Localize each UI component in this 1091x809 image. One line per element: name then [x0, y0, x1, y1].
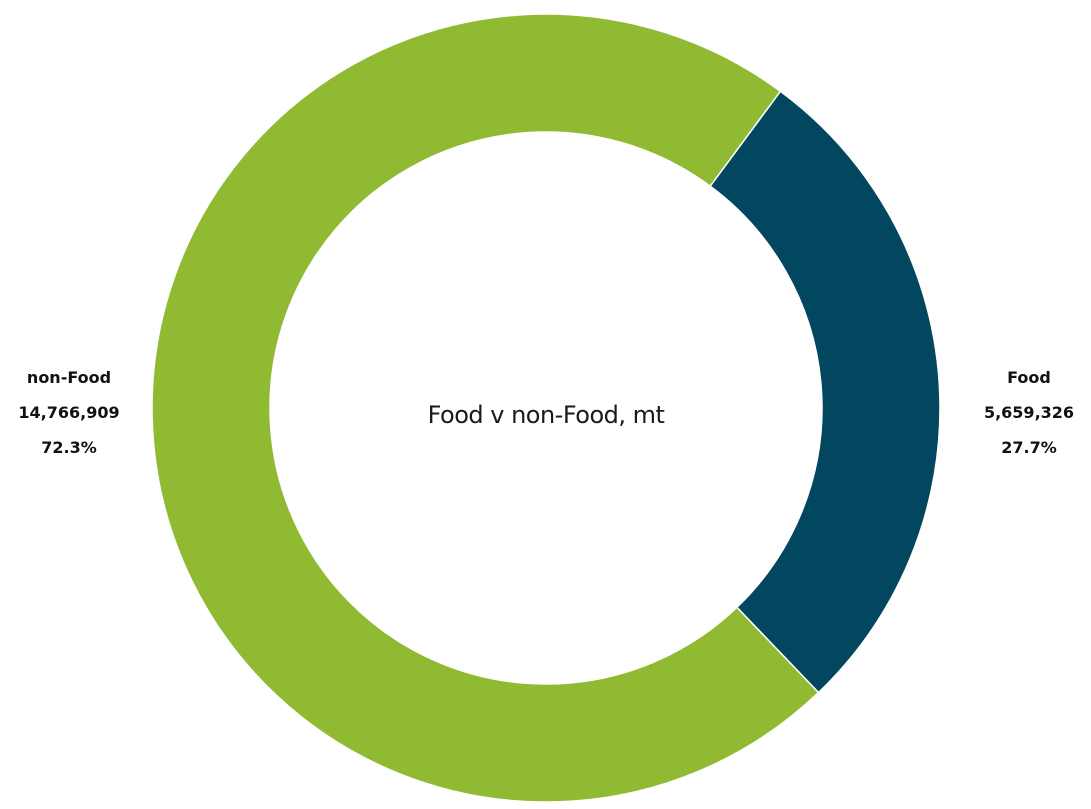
label-non-food-value: 14,766,909	[18, 403, 119, 422]
label-non-food-percent: 72.3%	[41, 438, 97, 457]
label-non-food: non-Food 14,766,909 72.3%	[18, 368, 119, 457]
label-food-percent: 27.7%	[1001, 438, 1057, 457]
label-food: Food 5,659,326 27.7%	[984, 368, 1074, 457]
label-food-value: 5,659,326	[984, 403, 1074, 422]
donut-slices	[151, 13, 941, 803]
label-food-name: Food	[1007, 368, 1051, 387]
label-non-food-name: non-Food	[27, 368, 111, 387]
slice-non-food	[151, 13, 820, 803]
chart-title: Food v non-Food, mt	[428, 401, 665, 429]
slice-food	[709, 90, 941, 694]
